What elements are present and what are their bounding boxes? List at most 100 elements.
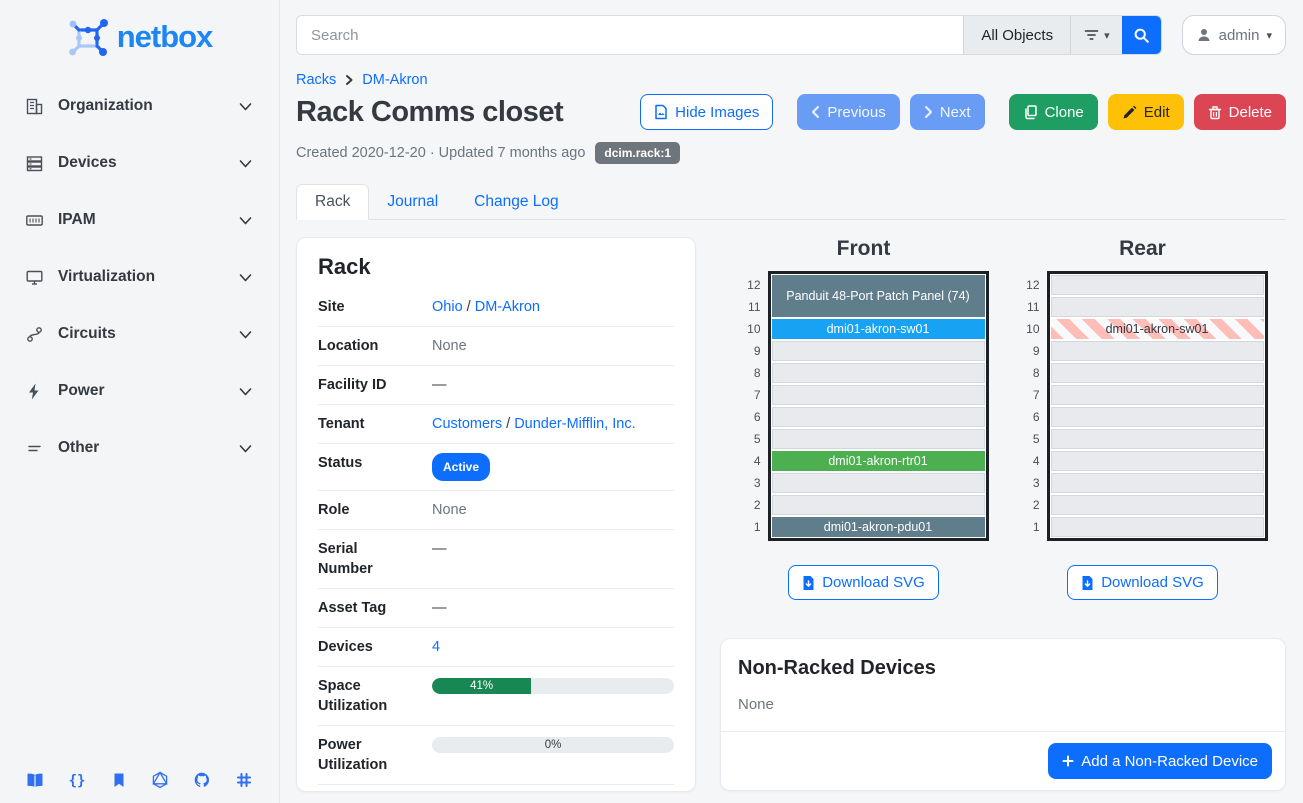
rear-rack-slot-9[interactable] [1050, 340, 1265, 362]
graphql-icon[interactable] [149, 769, 171, 791]
front-rack-device[interactable]: dmi01-akron-sw01 [771, 319, 985, 339]
sidebar: netbox Organization Devices IPAM Virtualiza… [0, 0, 280, 803]
menu-icon [24, 438, 44, 458]
sidebar-item-power[interactable]: Power [14, 371, 265, 411]
chevron-down-icon [235, 153, 255, 173]
plus-icon [1062, 755, 1074, 767]
front-unit-numbers: 12 11 10 9 8 7 6 5 4 3 2 1 [739, 271, 761, 541]
sidebar-item-virtualization[interactable]: Virtualization [14, 257, 265, 297]
front-rack-slot-6[interactable] [771, 406, 986, 428]
info-row-location: Location None [318, 327, 674, 366]
front-unit-label-6: 6 [753, 410, 761, 424]
chevron-down-icon [235, 267, 255, 287]
hide-images-button[interactable]: Hide Images [640, 94, 774, 130]
bookmark-icon[interactable] [108, 769, 130, 791]
building-icon [24, 96, 44, 116]
progress-fill: 41% [432, 678, 532, 694]
previous-button[interactable]: Previous [797, 94, 900, 130]
front-rack-slot-7[interactable] [771, 384, 986, 406]
info-value-link[interactable]: Dunder-Mifflin, Inc. [514, 416, 636, 432]
info-value-link[interactable]: Customers [432, 416, 503, 432]
sidebar-item-ipam[interactable]: IPAM [14, 200, 265, 240]
sidebar-item-label: IPAM [58, 211, 96, 228]
rear-rack-slot-6[interactable] [1050, 406, 1265, 428]
rear-download-svg-button[interactable]: Download SVG [1067, 565, 1218, 600]
front-rack-slot-8[interactable] [771, 362, 986, 384]
info-row-value: None [414, 500, 674, 520]
sidebar-item-other[interactable]: Other [14, 428, 265, 468]
breadcrumb-link[interactable]: Racks [296, 72, 337, 88]
front-rack-slot-9[interactable] [771, 340, 986, 362]
rear-unit-label-7: 7 [1032, 388, 1040, 402]
status-badge: Active [432, 453, 491, 481]
rear-rack-slot-3[interactable] [1050, 472, 1265, 494]
front-rack-slot-2[interactable] [771, 494, 986, 516]
rear-rack-slot-12[interactable] [1050, 274, 1265, 296]
rear-rack-slot-4[interactable] [1050, 450, 1265, 472]
search-icon [1133, 27, 1150, 44]
rear-rack-slot-8[interactable] [1050, 362, 1265, 384]
tab-rack[interactable]: Rack [296, 184, 370, 220]
sidebar-menu: Organization Devices IPAM Virtualization Cir… [0, 86, 279, 468]
chevron-down-icon: ▾ [1266, 29, 1272, 42]
search-scope-button[interactable]: All Objects [963, 16, 1071, 54]
docs-icon[interactable] [24, 769, 46, 791]
sidebar-item-devices[interactable]: Devices [14, 143, 265, 183]
front-rack-slot-3[interactable] [771, 472, 986, 494]
search-input[interactable] [297, 16, 964, 54]
left-column: Rack Site Ohio / DM-Akron Location None Faci… [296, 237, 696, 803]
community-icon[interactable] [233, 769, 255, 791]
front-rack-slot-5[interactable] [771, 428, 986, 450]
tab-change-log[interactable]: Change Log [474, 193, 559, 210]
sidebar-item-organization[interactable]: Organization [14, 86, 265, 126]
front-unit-label-9: 9 [753, 344, 761, 358]
info-row-label: Devices [318, 639, 373, 655]
non-racked-devices-title: Non-Racked Devices [738, 657, 936, 679]
clone-button[interactable]: Clone [1008, 94, 1098, 130]
top-search-row: All Objects ▾ admin ▾ [296, 15, 1286, 55]
info-value-link[interactable]: Ohio [432, 299, 463, 315]
main-content: All Objects ▾ admin ▾ [280, 0, 1303, 803]
server-icon [24, 153, 44, 173]
rear-rack-slot-7[interactable] [1050, 384, 1265, 406]
front-rack-device[interactable]: dmi01-akron-pdu01 [771, 517, 985, 537]
rear-rack-slot-11[interactable] [1050, 296, 1265, 318]
sidebar-item-label: Power [58, 382, 105, 399]
add-non-racked-device-button[interactable]: Add a Non-Racked Device [1048, 743, 1272, 779]
delete-button[interactable]: Delete [1193, 94, 1286, 130]
sidebar-item-circuits[interactable]: Circuits [14, 314, 265, 354]
non-racked-devices-empty-text: None [721, 680, 1285, 732]
front-rack-device[interactable]: Panduit 48-Port Patch Panel (74) [771, 275, 985, 317]
info-row-label: Asset Tag [318, 600, 387, 616]
rear-rack-slot-2[interactable] [1050, 494, 1265, 516]
search-submit-button[interactable] [1121, 16, 1161, 54]
search-filter-button[interactable]: ▾ [1070, 16, 1122, 54]
chevron-right-icon [924, 105, 933, 119]
info-row-label: Tenant [318, 416, 365, 432]
rear-rack-slot-1[interactable] [1050, 516, 1265, 538]
chevron-down-icon [235, 324, 255, 344]
front-download-svg-button[interactable]: Download SVG [788, 565, 939, 600]
info-row-status: Status Active [318, 444, 674, 491]
netbox-logo[interactable]: netbox [0, 10, 279, 64]
rest-api-icon[interactable]: {} [66, 769, 88, 791]
rear-rack-slot-5[interactable] [1050, 428, 1265, 450]
rear-unit-label-3: 3 [1032, 476, 1040, 490]
front-unit-label-3: 3 [753, 476, 761, 490]
rear-rack-device[interactable]: dmi01-akron-sw01 [1050, 319, 1264, 339]
user-menu-button[interactable]: admin ▾ [1181, 15, 1286, 55]
non-racked-devices-card: Non-Racked Devices None Add a Non-Racked… [720, 638, 1286, 791]
edit-button[interactable]: Edit [1107, 94, 1184, 130]
next-button[interactable]: Next [909, 94, 985, 130]
right-column: Front 12 11 10 9 8 7 6 5 4 3 2 1 Panduit 48-Port Pa… [720, 237, 1286, 791]
info-value-link[interactable]: DM-Akron [474, 299, 540, 315]
rear-unit-label-2: 2 [1032, 498, 1040, 512]
rear-elevation: Rear 12 11 10 9 8 7 6 5 4 3 2 1 dmi01-akron-sw01 Do… [1018, 237, 1268, 600]
breadcrumb-link[interactable]: DM-Akron [362, 72, 428, 88]
front-rack-device[interactable]: dmi01-akron-rtr01 [771, 451, 985, 471]
info-value-link[interactable]: 4 [432, 639, 441, 655]
power-utilization-bar: 0% [432, 737, 674, 753]
progress-label: 0% [544, 739, 562, 751]
tab-journal[interactable]: Journal [387, 193, 439, 210]
github-icon[interactable] [191, 769, 213, 791]
